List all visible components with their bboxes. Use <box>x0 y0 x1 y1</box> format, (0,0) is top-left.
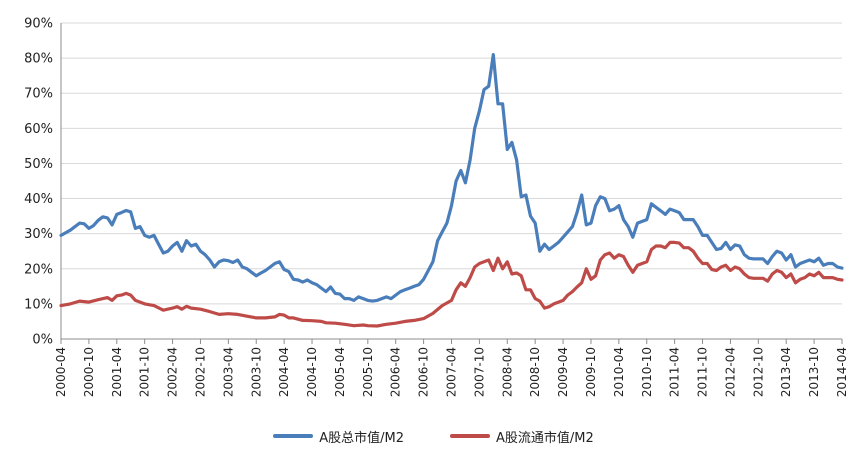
x-tick-label: 2009-04 <box>556 347 570 397</box>
legend-swatch-float <box>450 434 490 438</box>
y-tick-label: 80% <box>24 52 53 67</box>
legend-item-float: A股流通市值/M2 <box>450 427 594 446</box>
series-lines <box>59 52 844 328</box>
x-tick-label: 2008-04 <box>500 347 514 397</box>
x-tick-label: 2008-10 <box>528 347 542 397</box>
legend-item-total: A股总市值/M2 <box>273 427 404 446</box>
x-tick-label: 2005-04 <box>333 347 347 397</box>
x-tick-label: 2002-04 <box>166 347 180 397</box>
y-tick-label: 90% <box>24 17 53 32</box>
x-tick-label: 2013-10 <box>807 347 821 397</box>
x-tick-label: 2011-10 <box>696 347 710 397</box>
x-tick-label: 2009-10 <box>584 347 598 397</box>
x-tick-label: 2006-10 <box>417 347 431 397</box>
y-axis-tick-labels: 0% 10% 20% 30% 40% 50% 60% 70% 80% 90% <box>24 17 53 348</box>
y-tick-label: 50% <box>24 157 53 172</box>
x-tick-label: 2004-10 <box>305 347 319 397</box>
x-tick-label: 2006-04 <box>389 347 403 397</box>
x-tick-label: 2010-10 <box>640 347 654 397</box>
y-tick-label: 70% <box>24 87 53 102</box>
x-tick-label: 2012-10 <box>751 347 765 397</box>
x-tick-label: 2013-04 <box>779 347 793 397</box>
x-tick-label: 2001-10 <box>138 347 152 397</box>
x-tick-label: 2002-10 <box>193 347 207 397</box>
x-tick-label: 2001-04 <box>110 347 124 397</box>
x-tick-label: 2005-10 <box>361 347 375 397</box>
y-tick-label: 0% <box>32 333 53 348</box>
y-tick-label: 60% <box>24 122 53 137</box>
x-tick-label: 2007-10 <box>472 347 486 397</box>
legend-label-float: A股流通市值/M2 <box>496 430 594 446</box>
legend-label-total: A股总市值/M2 <box>319 430 404 446</box>
axes <box>60 23 842 340</box>
series-line-float-market-cap <box>59 240 844 328</box>
y-tick-label: 30% <box>24 227 53 242</box>
series-line-total-market-cap <box>59 52 844 303</box>
x-tick-label: 2007-04 <box>445 347 459 397</box>
legend: A股总市值/M2 A股流通市值/M2 <box>0 425 867 447</box>
gridlines <box>61 22 842 305</box>
x-tick-label: 2010-04 <box>612 347 626 397</box>
x-tick-label: 2012-04 <box>723 347 737 397</box>
y-tick-label: 20% <box>24 262 53 277</box>
x-tick-label: 2003-10 <box>249 347 263 397</box>
x-tick-label: 2011-04 <box>668 347 682 397</box>
y-tick-label: 10% <box>24 297 53 312</box>
x-tick-label: 2014-04 <box>835 347 849 397</box>
y-tick-label: 40% <box>24 192 53 207</box>
x-tick-label: 2000-04 <box>54 347 68 397</box>
legend-swatch-total <box>273 434 314 438</box>
x-tick-label: 2004-04 <box>277 347 291 397</box>
line-chart: 0%10%20%30%40%50%60%70%80%90% 2000-04 200… <box>24 17 849 398</box>
x-axis-tick-labels: 2000-04 2000-10 2001-04 2001-10 2002-04 2002-… <box>54 339 849 397</box>
x-tick-label: 2003-04 <box>221 347 235 397</box>
x-tick-label: 2000-10 <box>82 347 96 397</box>
